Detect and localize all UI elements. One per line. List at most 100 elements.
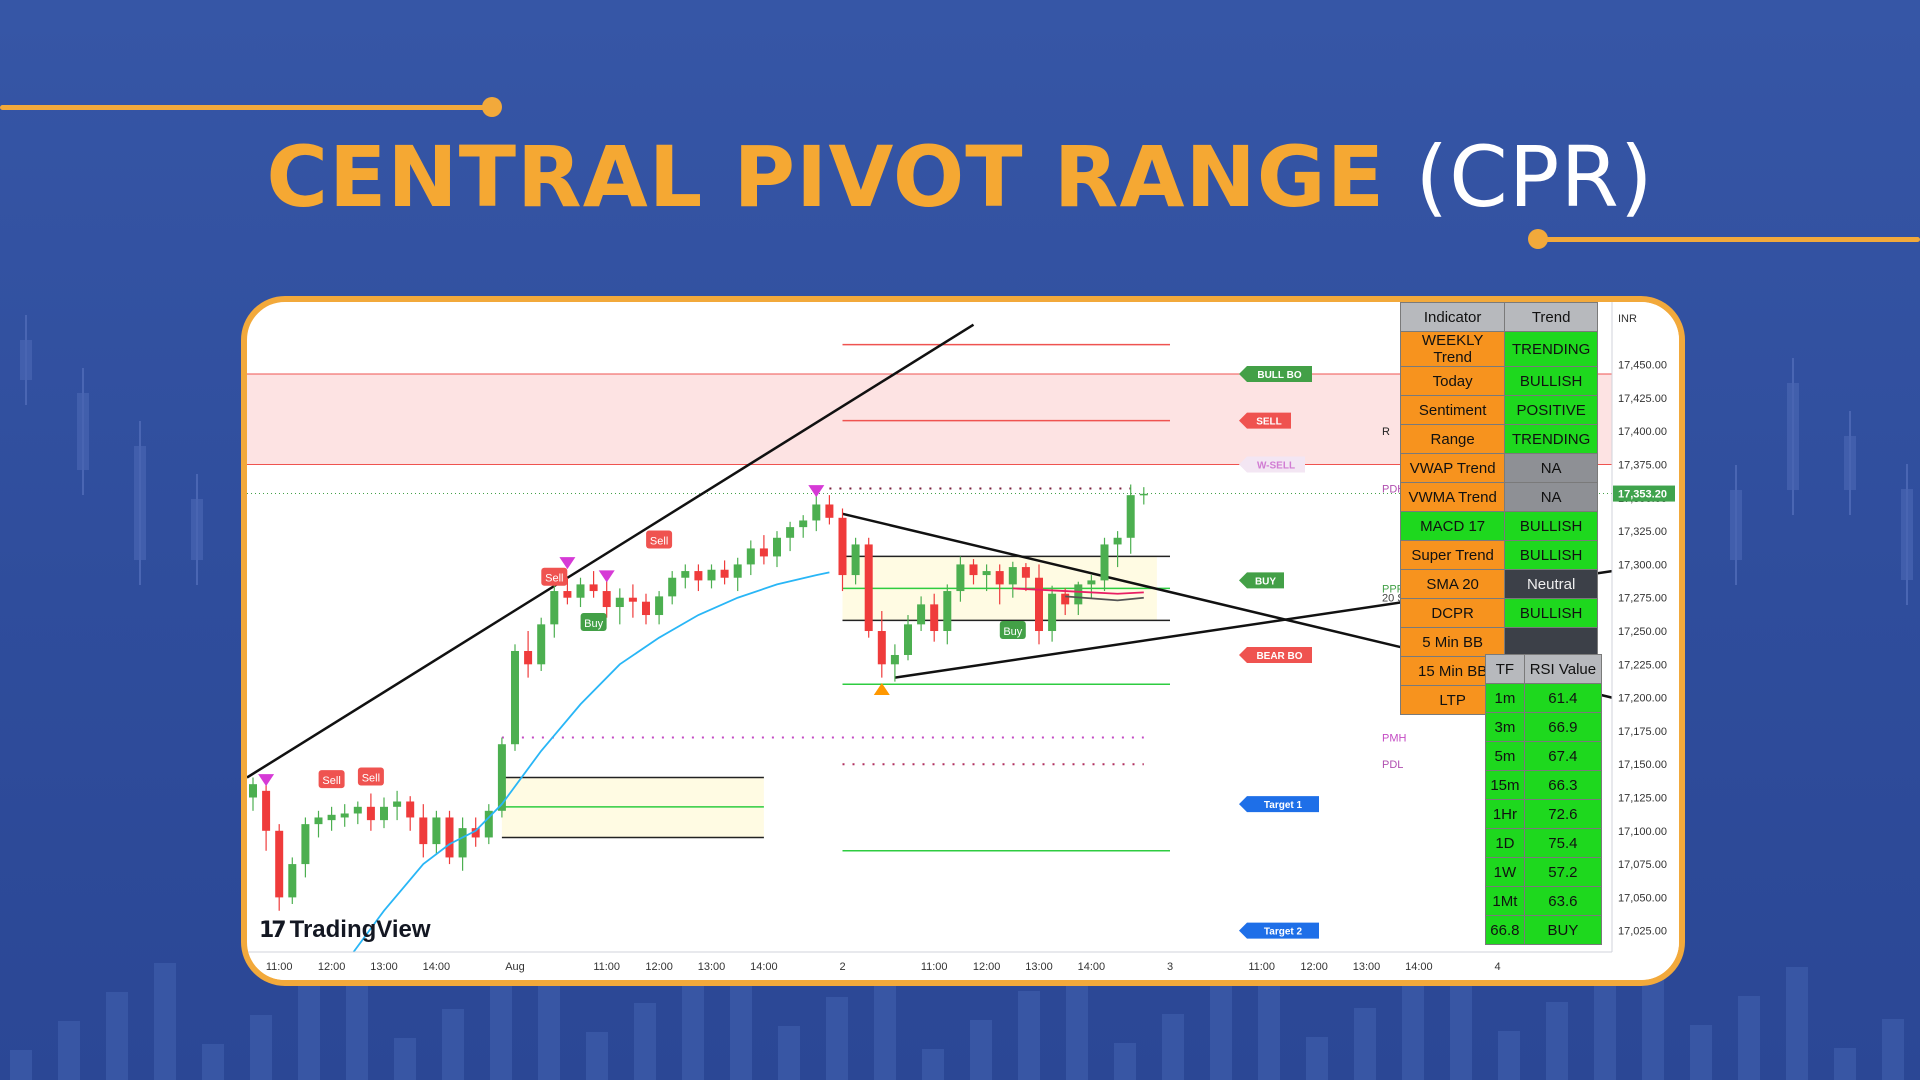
series-line-20-sma — [343, 571, 830, 965]
bg-bar — [490, 980, 512, 1080]
level-tag-bg — [1239, 365, 1312, 382]
bg-bar — [442, 1009, 464, 1080]
signal-sell-badge: Sell — [357, 767, 384, 786]
level-tag-bull-bo: BULL BO — [1239, 365, 1312, 382]
chart-card: Sell Sell Buy Sell Sell Buy BULL BO SELL W-SELL B… — [241, 296, 1685, 986]
indicator-row: MACD 17 BULLISH — [1399, 511, 1598, 541]
bg-bar — [394, 1038, 416, 1080]
bg-candle-body — [1844, 436, 1856, 490]
bg-bar — [1162, 1014, 1184, 1080]
bg-bar — [346, 957, 368, 1080]
level-tag-label: SELL — [1256, 417, 1282, 428]
indicator-row: Today BULLISH — [1399, 366, 1598, 396]
signal-triangle — [873, 682, 890, 695]
bg-bar — [826, 997, 848, 1080]
bg-bar — [1306, 1037, 1328, 1080]
time-tick-label: 14:00 — [423, 961, 451, 973]
bg-candle-body — [77, 393, 89, 470]
signal-buy-badge: Buy — [580, 613, 607, 632]
candle-body — [628, 597, 637, 602]
indicator-value-cell: BULLISH — [1504, 598, 1598, 628]
bg-bar — [1546, 1002, 1568, 1080]
price-tick-label: 17,375.00 — [1618, 460, 1667, 472]
indicator-table: Indicator Trend WEEKLY Trend TRENDING Today B… — [1399, 302, 1598, 715]
price-tick-label: 17,325.00 — [1618, 526, 1667, 538]
time-tick-label: Aug — [505, 961, 525, 973]
rsi-timeframe-cell: 3m — [1485, 712, 1525, 742]
rsi-header-cell: TF — [1485, 654, 1525, 684]
bg-bar — [154, 963, 176, 1080]
indicator-name-cell: Today — [1399, 366, 1506, 396]
candle-body — [1087, 580, 1096, 585]
indicator-row: Sentiment POSITIVE — [1399, 395, 1598, 425]
bg-bar — [1882, 1019, 1904, 1080]
candle-body — [720, 569, 729, 578]
bg-bar — [10, 1050, 32, 1080]
candle-body — [733, 564, 742, 578]
bg-candle-body — [1730, 490, 1742, 560]
candle-body — [707, 569, 716, 581]
candle-body — [1100, 544, 1109, 581]
bg-bar — [1114, 1043, 1136, 1080]
candle-body — [930, 604, 939, 632]
rsi-timeframe-cell: 1W — [1485, 857, 1525, 887]
candle-body — [511, 650, 519, 745]
time-tick-label: 13:00 — [698, 961, 726, 973]
candle-body — [471, 828, 480, 838]
candle-body — [655, 596, 664, 616]
accent-line-left — [0, 105, 490, 110]
level-tag-bg — [1239, 572, 1284, 589]
candle-body — [904, 624, 912, 655]
bg-bar — [682, 974, 704, 1080]
bg-bar — [778, 1026, 800, 1080]
rsi-timeframe-cell: 66.8 — [1485, 915, 1525, 945]
candle-body — [917, 604, 926, 625]
candle-body — [537, 624, 546, 665]
level-tag-label: Target 1 — [1264, 800, 1303, 811]
signal-triangle — [258, 774, 275, 787]
candle-body — [694, 571, 703, 581]
resistance-zone — [247, 373, 1612, 465]
level-tag-label: BEAR BO — [1256, 651, 1302, 662]
rsi-row: 15m 66.3 — [1485, 770, 1603, 800]
bg-bar — [58, 1021, 80, 1080]
candle-body — [838, 517, 847, 576]
time-tick-label: 12:00 — [1300, 961, 1328, 973]
bg-bar — [586, 1032, 608, 1080]
candle-body — [524, 650, 533, 665]
signal-badge-bg — [580, 613, 607, 632]
indicator-value-cell: BULLISH — [1504, 540, 1598, 570]
indicator-value-cell: TRENDING — [1504, 331, 1598, 367]
candle-body — [642, 601, 650, 616]
indicator-name-cell: WEEKLY Trend — [1399, 331, 1506, 367]
bg-bar — [1210, 985, 1232, 1080]
time-tick-label: 12:00 — [973, 961, 1001, 973]
candle-body — [275, 830, 284, 898]
side-label-20-s: 20 S — [1382, 593, 1405, 605]
candle-body — [1021, 567, 1030, 578]
indicator-name-cell: Range — [1399, 424, 1506, 454]
series-line-sma — [1065, 595, 1144, 602]
tradingview-logo: 17 TradingView — [259, 916, 431, 944]
indicator-name-cell: VWMA Trend — [1399, 482, 1506, 512]
price-tick-label: 17,150.00 — [1618, 759, 1667, 771]
rsi-row: 1Hr 72.6 — [1485, 799, 1603, 829]
signal-triangle — [808, 485, 825, 498]
candle-body — [825, 504, 834, 518]
bg-bar — [298, 986, 320, 1080]
signal-label: Sell — [362, 773, 380, 785]
candle-body — [406, 801, 415, 818]
time-tick-label: 11:00 — [921, 961, 948, 973]
time-tick-label: 13:00 — [370, 961, 398, 973]
candlestick-chart[interactable]: Sell Sell Buy Sell Sell Buy BULL BO SELL W-SELL B… — [247, 302, 1679, 980]
candle-body — [380, 806, 388, 821]
candle-body — [340, 813, 349, 818]
rsi-table-header: TF RSI Value — [1485, 654, 1603, 684]
indicator-value-cell: NA — [1504, 482, 1598, 512]
level-tag-target-2: Target 2 — [1239, 922, 1319, 939]
time-tick-label: 13:00 — [1353, 961, 1381, 973]
indicator-value-cell: BULLISH — [1504, 366, 1598, 396]
candle-body — [458, 828, 467, 858]
price-tick-label: 17,175.00 — [1618, 726, 1667, 738]
price-tick-label: 17,250.00 — [1618, 626, 1667, 638]
